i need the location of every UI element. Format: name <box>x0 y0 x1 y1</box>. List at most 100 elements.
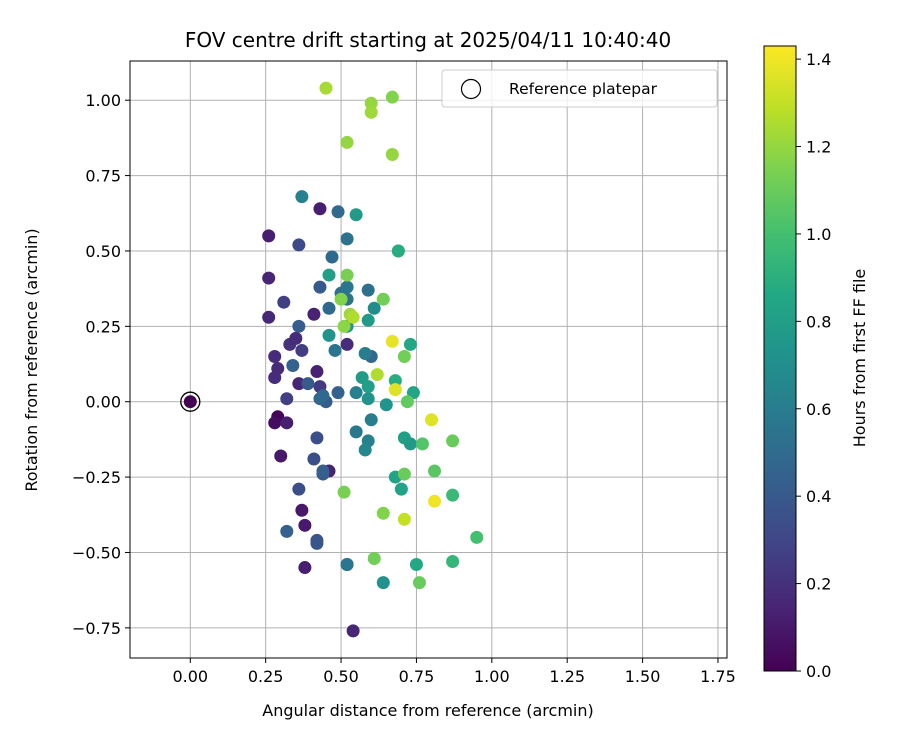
data-point <box>361 313 375 327</box>
data-point <box>397 349 411 363</box>
data-point <box>328 343 342 357</box>
data-point <box>268 349 282 363</box>
plot-grid <box>130 61 727 658</box>
data-point <box>298 561 312 575</box>
data-point <box>316 389 330 403</box>
data-point <box>403 437 417 451</box>
data-point <box>331 205 345 219</box>
data-point <box>367 301 381 315</box>
data-point <box>385 334 399 348</box>
data-point <box>397 512 411 526</box>
y-tick-label: 0.00 <box>85 393 121 412</box>
colorbar-tick-label: 1.2 <box>806 138 831 157</box>
data-point <box>388 383 402 397</box>
data-point <box>385 147 399 161</box>
colorbar-tick-label: 0.8 <box>806 312 831 331</box>
data-point <box>391 244 405 258</box>
y-tick-label: 0.75 <box>85 167 121 186</box>
data-point <box>364 105 378 119</box>
data-point <box>340 232 354 246</box>
data-point <box>385 90 399 104</box>
colorbar-tick-label: 1.4 <box>806 50 831 69</box>
data-point <box>292 319 306 333</box>
colorbar-tick-label: 1.0 <box>806 225 831 244</box>
data-point <box>280 524 294 538</box>
data-point <box>361 380 375 394</box>
data-point <box>361 283 375 297</box>
x-axis-label: Angular distance from reference (arcmin) <box>262 701 593 720</box>
data-point <box>289 331 303 345</box>
data-point <box>415 437 429 451</box>
legend-label: Reference platepar <box>509 80 658 98</box>
x-tick-label: 0.00 <box>172 667 208 686</box>
data-point <box>262 229 276 243</box>
data-point <box>364 96 378 110</box>
legend: Reference platepar <box>441 69 718 108</box>
data-point <box>277 295 291 309</box>
data-point <box>307 307 321 321</box>
data-point <box>268 371 282 385</box>
x-tick-label: 1.50 <box>625 667 661 686</box>
x-tick-label: 1.25 <box>549 667 585 686</box>
data-point <box>268 416 282 430</box>
data-point <box>298 518 312 532</box>
data-point <box>325 250 339 264</box>
data-point <box>379 398 393 412</box>
data-point <box>295 343 309 357</box>
data-point <box>425 413 439 427</box>
data-point <box>292 377 306 391</box>
data-point <box>310 365 324 379</box>
data-point <box>409 558 423 572</box>
data-point <box>446 434 460 448</box>
data-point <box>310 536 324 550</box>
data-point <box>376 576 390 590</box>
data-point <box>428 494 442 508</box>
data-point <box>397 467 411 481</box>
data-point <box>322 328 336 342</box>
data-point <box>370 368 384 382</box>
y-tick-label: −0.75 <box>72 619 121 638</box>
data-point <box>292 482 306 496</box>
y-axis-label: Rotation from reference (arcmin) <box>22 228 41 491</box>
data-point <box>340 337 354 351</box>
colorbar-label: Hours from first FF file <box>850 269 869 448</box>
data-point <box>334 292 348 306</box>
colorbar-ticks: 0.0 0.2 0.4 0.6 0.8 1.0 1.2 1.4 <box>796 50 831 681</box>
legend-box <box>441 69 718 108</box>
data-point <box>349 208 363 222</box>
data-point <box>301 377 315 391</box>
legend-reference-marker <box>460 78 482 100</box>
colorbar-tick-label: 0.0 <box>806 662 831 681</box>
data-point <box>280 392 294 406</box>
data-point <box>470 530 484 544</box>
y-axis-ticks: −0.75 −0.50 −0.25 0.00 0.25 0.50 0.75 1.00 <box>72 91 130 638</box>
data-point <box>286 359 300 373</box>
colorbar-tick-label: 0.6 <box>806 400 831 419</box>
chart-title: FOV centre drift starting at 2025/04/11 … <box>185 28 671 52</box>
data-point <box>337 485 351 499</box>
data-point <box>319 81 333 95</box>
x-tick-label: 0.25 <box>248 667 284 686</box>
data-points <box>183 81 484 638</box>
data-point <box>367 552 381 565</box>
data-point <box>376 506 390 520</box>
data-point <box>340 558 354 572</box>
data-point <box>316 464 330 478</box>
y-tick-label: −0.50 <box>72 543 121 562</box>
data-point <box>346 310 360 324</box>
data-point <box>349 386 363 400</box>
data-point <box>394 482 408 496</box>
data-point <box>346 624 360 638</box>
data-point <box>361 392 375 406</box>
data-point <box>340 268 354 282</box>
data-point <box>428 464 442 478</box>
data-point <box>340 135 354 149</box>
data-point <box>349 425 363 439</box>
data-point <box>183 395 197 409</box>
data-point <box>280 416 294 430</box>
x-tick-label: 0.75 <box>399 667 435 686</box>
data-point <box>376 292 390 306</box>
data-point <box>358 443 372 457</box>
colorbar-tick-label: 0.4 <box>806 487 831 506</box>
